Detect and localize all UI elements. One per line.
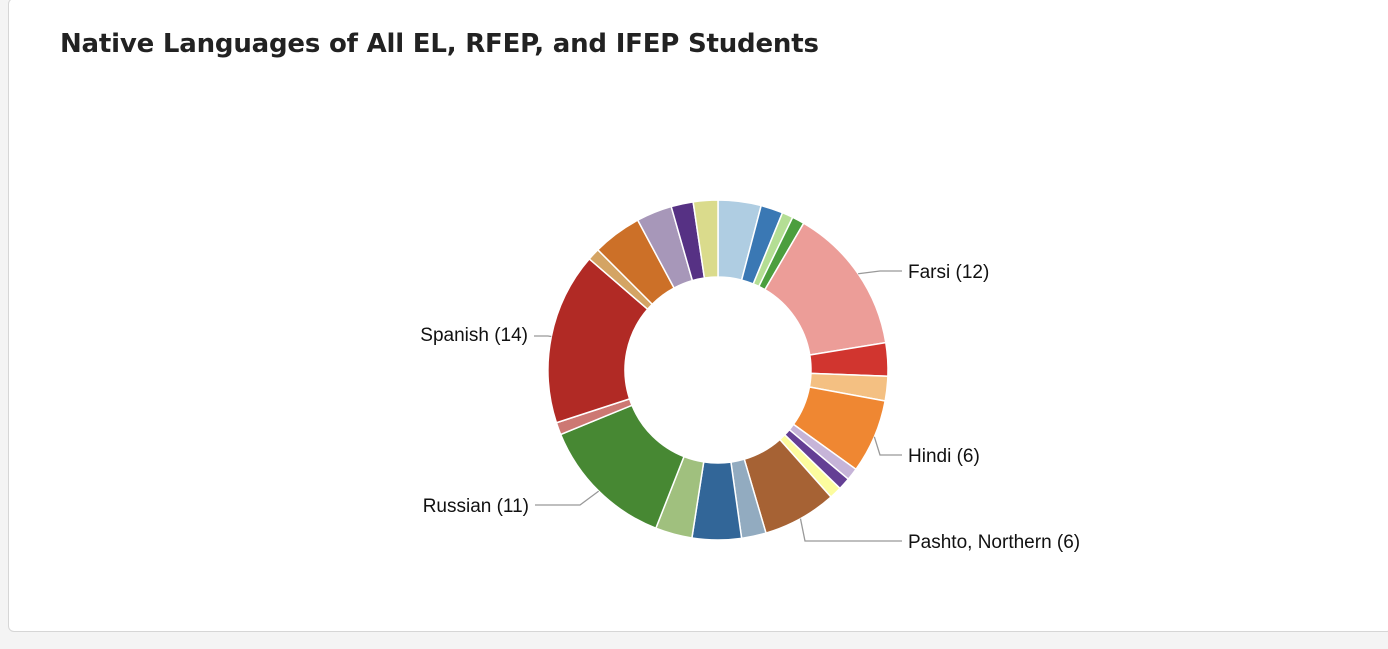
- slice-23[interactable]: [692, 199, 719, 279]
- leader-line-farsi: [858, 270, 902, 275]
- slice-label-russian: Russian (11): [423, 496, 529, 517]
- leader-line-pashto-northern: [799, 518, 902, 542]
- leader-line-russian: [535, 490, 600, 506]
- leader-line-hindi: [873, 436, 902, 456]
- leader-line-spanish: [534, 335, 552, 338]
- slice-spanish[interactable]: [547, 257, 649, 424]
- slice-label-farsi: Farsi (12): [908, 262, 989, 283]
- slice-label-hindi: Hindi (6): [908, 446, 980, 467]
- slice-labels: Farsi (12) Hindi (6) Pashto, Northern (6) R…: [420, 262, 1080, 553]
- label-leaders: [534, 270, 902, 542]
- slice-label-pashto-northern: Pashto, Northern (6): [908, 532, 1080, 553]
- slice-label-spanish: Spanish (14): [420, 325, 528, 346]
- chart-title: Native Languages of All EL, RFEP, and IF…: [60, 29, 819, 59]
- donut-slices: [547, 199, 889, 541]
